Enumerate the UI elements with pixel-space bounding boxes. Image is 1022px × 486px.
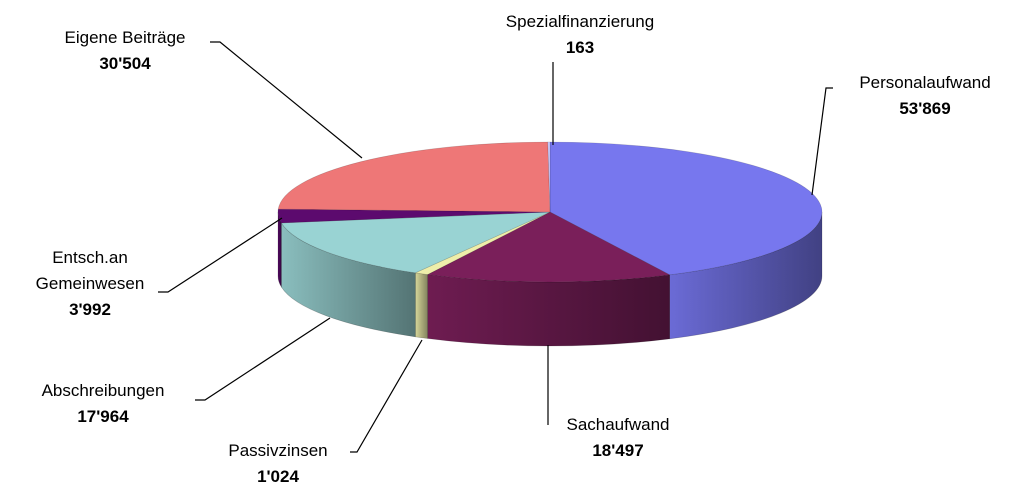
category-name: Entsch.an Gemeinwesen: [35, 248, 145, 293]
slice-label: Abschreibungen 17'964: [13, 378, 193, 430]
category-name: Abschreibungen: [41, 381, 165, 400]
slice-side: [277, 211, 282, 289]
value-label: 17'964: [77, 407, 129, 426]
value-label: 53'869: [899, 99, 951, 118]
category-name: Passivzinsen: [228, 441, 328, 460]
slice-label: Entsch.an Gemeinwesen 3'992: [20, 245, 160, 323]
leader-line: [210, 41, 363, 159]
leader-line: [811, 87, 833, 196]
slice-side: [415, 272, 428, 339]
pie-slice: [277, 208, 551, 224]
slice-label: Passivzinsen 1'024: [208, 438, 348, 486]
slice-label: Sachaufwand 18'497: [538, 412, 698, 464]
value-label: 163: [565, 38, 595, 57]
pie-slice: [277, 141, 551, 213]
value-label: 30'504: [99, 54, 151, 73]
category-name: Eigene Beiträge: [64, 28, 186, 47]
pie-slice: [280, 211, 551, 274]
leader-line: [350, 339, 423, 453]
value-label: 18'497: [592, 441, 644, 460]
pie-slice: [549, 141, 823, 276]
value-label: 3'992: [69, 300, 111, 319]
category-name: Spezialfinanzierung: [505, 12, 655, 31]
slice-label: Eigene Beiträge 30'504: [35, 25, 215, 77]
slice-side: [427, 274, 670, 347]
pie-slice: [547, 141, 551, 213]
category-name: Personalaufwand: [859, 73, 991, 92]
value-label: 1'024: [257, 467, 299, 486]
leader-line: [195, 317, 331, 401]
category-name: Sachaufwand: [566, 415, 670, 434]
pie-slice: [426, 211, 671, 283]
slice-label: Personalaufwand 53'869: [825, 70, 1022, 122]
slice-label: Spezialfinanzierung 163: [470, 9, 690, 61]
leader-line: [158, 217, 283, 293]
pie-slice: [414, 211, 551, 275]
